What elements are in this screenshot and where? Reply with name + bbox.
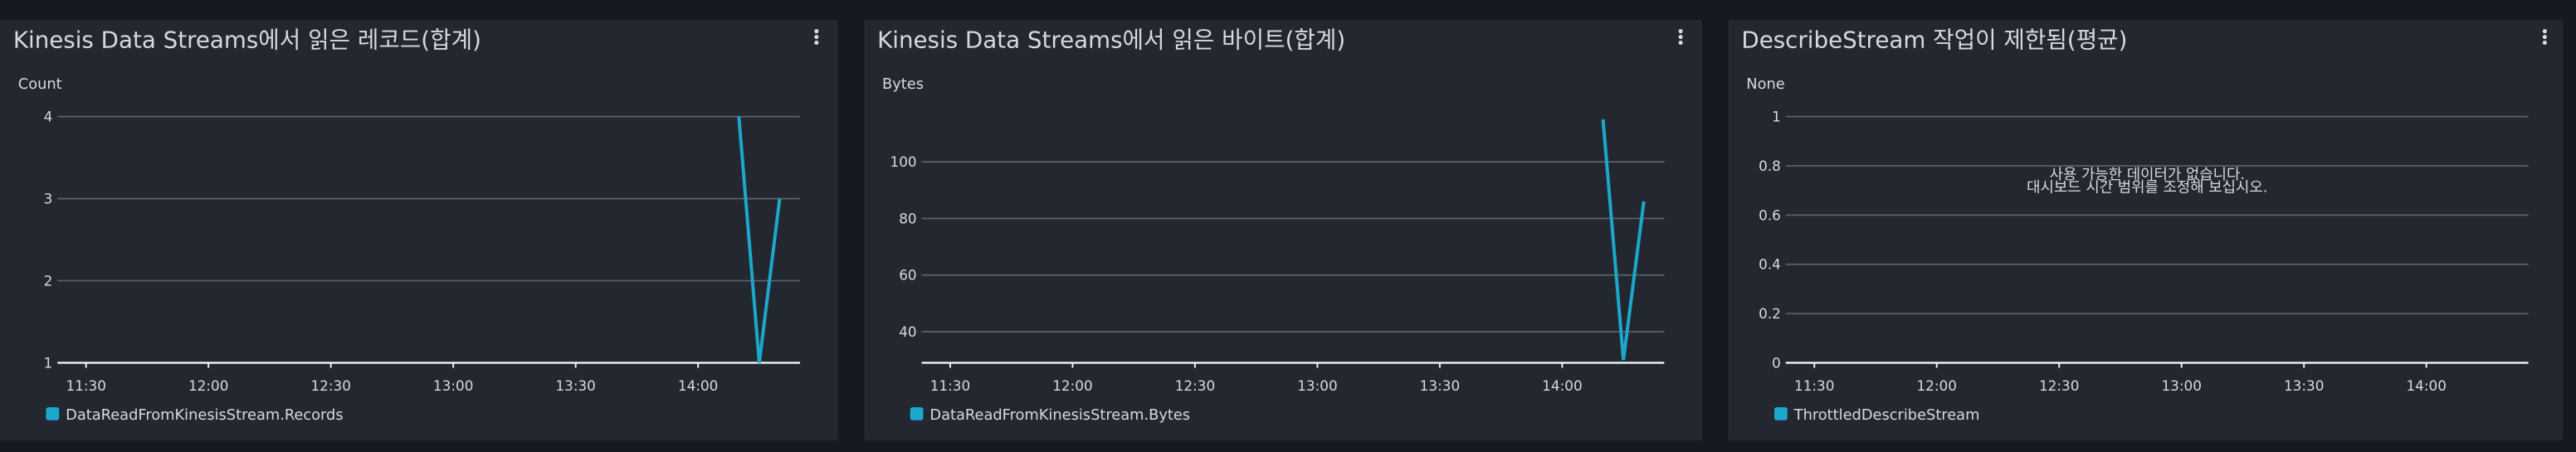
y-tick-label: 0.2	[1759, 305, 1781, 322]
y-tick-label: 3	[44, 190, 53, 207]
x-tick-label: 13:00	[433, 377, 473, 394]
no-data-message: 대시보드 시간 범위를 조정해 보십시오.	[2027, 179, 2267, 197]
y-tick-label: 2	[44, 272, 53, 289]
menu-dot	[1678, 40, 1683, 46]
x-tick-label: 13:30	[555, 377, 595, 394]
x-tick-label: 13:00	[1297, 377, 1337, 394]
x-tick-label: 11:30	[66, 377, 105, 394]
no-data-message: 사용 가능한 데이터가 없습니다.	[2050, 166, 2245, 183]
panel-title: Kinesis Data Streams에서 읽은 레코드(합계)	[13, 26, 481, 53]
x-tick-label: 13:00	[2161, 377, 2201, 394]
y-tick-label: 60	[899, 267, 916, 284]
menu-dot	[814, 40, 819, 46]
menu-dot	[2542, 29, 2547, 34]
legend-label: DataReadFromKinesisStream.Records	[66, 406, 343, 424]
data-line	[1601, 119, 1646, 361]
data-line	[737, 116, 782, 363]
panel	[1728, 19, 2564, 440]
x-tick-label: 11:30	[930, 377, 970, 394]
legend-label: ThrottledDescribeStream	[1793, 406, 1980, 424]
menu-dot	[1678, 29, 1683, 34]
legend-label: DataReadFromKinesisStream.Bytes	[929, 406, 1190, 424]
panel	[0, 19, 838, 440]
legend-swatch	[1773, 406, 1788, 420]
x-tick-label: 13:30	[2284, 377, 2324, 394]
legend-swatch	[910, 406, 924, 420]
y-tick-label: 80	[899, 210, 916, 226]
x-tick-label: 12:30	[1175, 377, 1215, 394]
panel-title: DescribeStream 작업이 제한됨(평균)	[1741, 26, 2127, 53]
panel	[864, 19, 1702, 440]
menu-dot	[814, 34, 819, 40]
y-tick-label: 1	[44, 354, 53, 371]
y-axis-label: Count	[18, 75, 62, 93]
y-axis-label: Bytes	[882, 75, 924, 93]
y-tick-label: 100	[890, 153, 917, 170]
y-tick-label: 0.6	[1759, 207, 1781, 223]
x-tick-label: 11:30	[1794, 377, 1834, 394]
x-tick-label: 14:00	[2406, 377, 2446, 394]
x-tick-label: 12:00	[1916, 377, 1956, 394]
menu-dot	[2542, 34, 2547, 40]
x-tick-label: 14:00	[678, 377, 718, 394]
y-tick-label: 0.8	[1759, 158, 1781, 174]
x-tick-label: 12:30	[2039, 377, 2079, 394]
y-axis-label: None	[1746, 75, 1784, 93]
y-tick-label: 4	[44, 108, 53, 124]
menu-dot	[814, 29, 819, 34]
menu-dot	[1678, 34, 1683, 40]
panel-title: Kinesis Data Streams에서 읽은 바이트(합계)	[877, 26, 1345, 53]
y-tick-label: 1	[1772, 108, 1781, 124]
y-tick-label: 0	[1772, 354, 1781, 371]
x-tick-label: 13:30	[1420, 377, 1460, 394]
y-tick-label: 40	[899, 323, 916, 340]
legend-swatch	[46, 406, 60, 420]
x-tick-label: 14:00	[1542, 377, 1582, 394]
menu-dot	[2542, 40, 2547, 46]
x-tick-label: 12:00	[1052, 377, 1092, 394]
x-tick-label: 12:00	[188, 377, 228, 394]
y-tick-label: 0.4	[1759, 256, 1781, 273]
x-tick-label: 12:30	[310, 377, 350, 394]
